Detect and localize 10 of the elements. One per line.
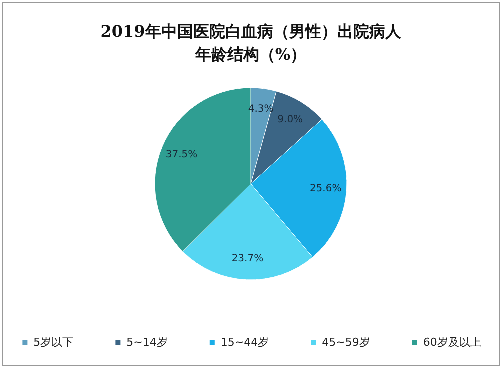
legend-label: 60岁及以上 xyxy=(423,336,482,349)
data-label: 9.0% xyxy=(278,114,304,126)
data-label: 37.5% xyxy=(166,150,198,161)
legend-label: 15~44岁 xyxy=(220,336,270,349)
legend-label: 5~14岁 xyxy=(126,336,168,349)
legend-label: 5岁以下 xyxy=(34,336,74,349)
chart-title: 2019年中国医院白血病（男性）出院病人年龄结构（%） xyxy=(100,22,402,64)
data-label: 23.7% xyxy=(232,253,264,264)
legend-label: 45~59岁 xyxy=(322,336,370,349)
data-label: 25.6% xyxy=(310,184,342,195)
